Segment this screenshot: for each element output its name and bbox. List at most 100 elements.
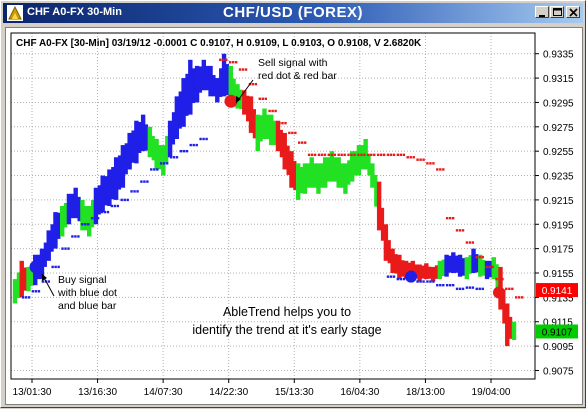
buy-arrow-head-icon <box>42 274 47 281</box>
plot-frame <box>10 32 536 380</box>
price-bar <box>482 259 486 276</box>
buy-stop-dot <box>202 137 205 141</box>
price-bar <box>363 138 368 170</box>
price-bar <box>347 160 351 185</box>
buy-stop-dot <box>120 198 123 202</box>
price-bar <box>154 138 159 170</box>
price-bar <box>367 154 371 176</box>
signals <box>29 94 505 299</box>
buy-stop-dot <box>67 247 70 250</box>
sell-stop-dot <box>264 97 267 100</box>
price-bar <box>374 174 378 207</box>
price-bar <box>178 91 182 129</box>
price-bar <box>437 260 443 280</box>
price-bar <box>131 130 135 163</box>
buy-stop-dot <box>402 277 406 281</box>
buy-stop-dot <box>146 180 149 183</box>
price-bar <box>198 66 203 93</box>
buy-stop-dot <box>416 280 419 283</box>
price-bar <box>221 53 227 97</box>
sell-stop-dot <box>370 153 373 157</box>
buy-stop-dot <box>478 287 481 291</box>
price-bar <box>397 254 402 280</box>
sell-stop-dot <box>445 216 449 220</box>
sell-stop-dot <box>333 153 337 157</box>
buy-stop-dot <box>41 280 44 283</box>
maximize-button[interactable] <box>550 6 564 18</box>
buy-stop-dot <box>100 210 104 214</box>
buy-stop-dot <box>37 290 41 293</box>
minimize-button[interactable] <box>535 6 549 18</box>
buy-stop-dot <box>61 247 64 250</box>
price-bar <box>509 316 513 339</box>
sell-stop-dot <box>251 82 255 86</box>
x-tick-label: 14/22:30 <box>209 387 248 398</box>
sell-stop-dot <box>402 153 406 157</box>
price-bar <box>43 242 47 267</box>
sell-stop-dot <box>515 296 518 299</box>
price-bar <box>57 212 61 239</box>
buy-stop-dot <box>436 283 439 287</box>
price-bar <box>441 259 445 277</box>
sell-stop-dot <box>458 229 462 232</box>
sell-stop-dot <box>382 153 386 157</box>
price-bar <box>444 254 449 277</box>
sell-stop-dot <box>238 68 242 71</box>
price-bar <box>235 84 240 109</box>
x-tick-label: 13/01:30 <box>13 387 52 398</box>
price-bar <box>448 255 452 273</box>
price-bar <box>205 65 209 91</box>
sell-stop-dot <box>409 156 412 159</box>
price-bar <box>242 90 247 115</box>
x-tick-label: 16/04:30 <box>340 387 379 398</box>
buy-signal-dot-2 <box>405 270 417 283</box>
price-bar <box>306 163 310 188</box>
price-bars <box>12 53 517 347</box>
buy-stop-dot <box>461 287 465 291</box>
sell-stop-dot <box>231 61 235 64</box>
sell-stop-dot <box>284 121 287 125</box>
sell-stop-dot <box>320 153 324 157</box>
price-bar <box>194 65 200 103</box>
price-bar <box>167 120 173 158</box>
trend-stops <box>21 58 524 299</box>
price-bar <box>111 167 115 200</box>
y-tick-label: 0.9335 <box>543 50 574 61</box>
price-bar <box>107 169 112 206</box>
sell-stop-dot <box>392 153 396 157</box>
price-bar <box>370 163 375 188</box>
buy-stop-dot <box>133 190 136 193</box>
price-bar <box>464 257 469 280</box>
price-bar <box>255 114 260 152</box>
sell-arrow-head-icon <box>236 96 241 103</box>
sell-stop-dot <box>511 287 514 291</box>
sell-stop-dot <box>481 255 484 259</box>
sell-stop-dot <box>416 158 419 161</box>
buy-stop-dot <box>475 287 478 291</box>
sell-stop-dot <box>432 162 435 165</box>
buy-stop-dot <box>422 280 425 283</box>
price-bar <box>212 75 216 97</box>
buy-stop-dot <box>156 168 159 171</box>
buy-stop-dot <box>465 286 469 289</box>
price-bar <box>192 68 196 104</box>
buy-stop-dot <box>54 265 57 269</box>
y-tick-label: 0.9155 <box>543 269 574 280</box>
buy-stop-dot <box>455 287 459 291</box>
close-button[interactable] <box>566 6 580 18</box>
price-bar <box>299 167 304 194</box>
sell-stop-dot <box>376 153 380 157</box>
x-tick-label: 13/16:30 <box>78 387 117 398</box>
price-bar <box>340 163 344 188</box>
x-axis: 13/01:30 13/16:30 14/07:30 14/22:30 15/13:30… <box>13 379 511 398</box>
buy-stop-dot <box>24 296 28 299</box>
buy-stop-dot <box>81 223 84 226</box>
title-bar[interactable]: CHF A0-FX 30-Min CHF/USD (FOREX) <box>3 3 583 23</box>
price-bar <box>430 266 436 282</box>
price-bar <box>104 176 108 206</box>
sell-stop-dot <box>222 58 225 62</box>
price-bar <box>316 163 321 194</box>
sell-stop-dot <box>505 287 508 291</box>
price-bar <box>208 65 213 97</box>
